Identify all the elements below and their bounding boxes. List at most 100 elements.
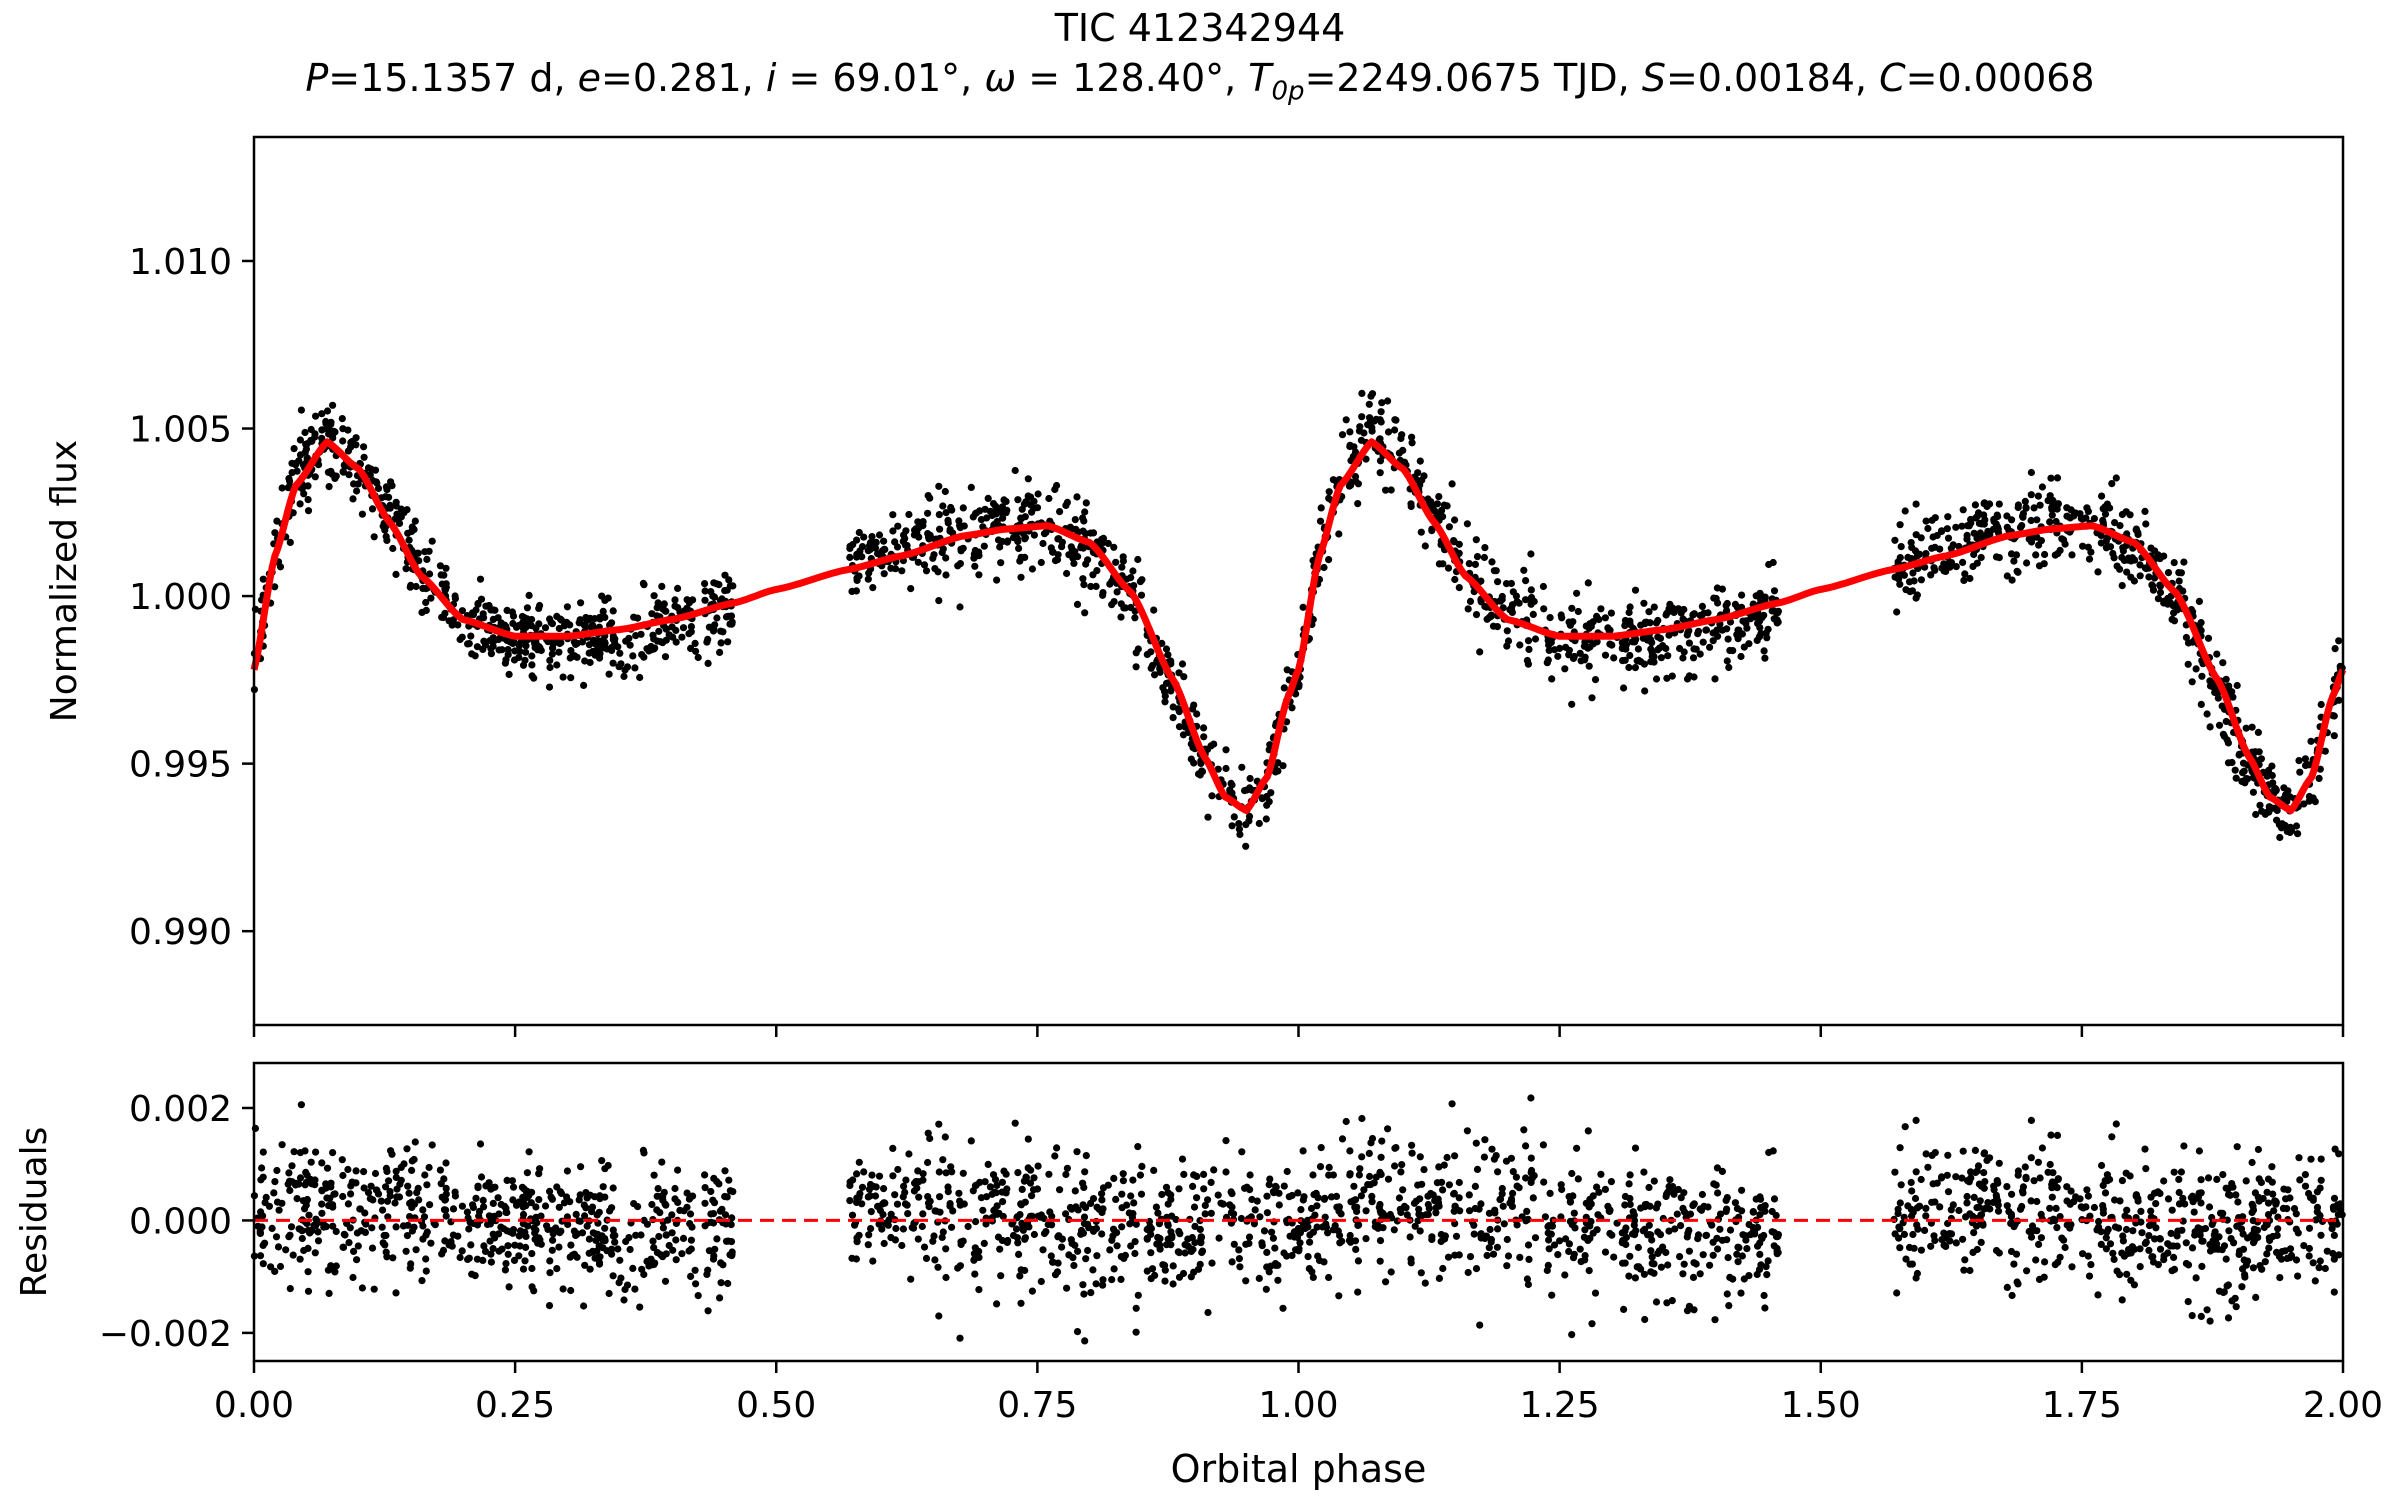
data-point <box>650 635 658 643</box>
residual-point <box>1891 1168 1899 1176</box>
data-point <box>657 603 665 611</box>
residual-point <box>2192 1274 2200 1282</box>
residual-point <box>1513 1182 1521 1190</box>
residual-point <box>307 1158 315 1166</box>
residual-point <box>2198 1237 2206 1245</box>
residual-point <box>865 1231 873 1239</box>
residual-point <box>1198 1248 1206 1257</box>
residual-point <box>1016 1272 1024 1280</box>
data-point <box>1757 613 1766 621</box>
data-point <box>1274 759 1282 767</box>
residual-point <box>654 1185 662 1193</box>
data-point <box>969 513 977 521</box>
data-point <box>2108 480 2116 488</box>
residual-point <box>956 1197 964 1205</box>
data-point <box>971 546 979 555</box>
data-point <box>436 562 444 570</box>
data-point <box>516 638 525 647</box>
data-point <box>2330 732 2338 740</box>
residual-point <box>2224 1314 2233 1322</box>
residual-point <box>473 1255 481 1263</box>
data-point <box>301 428 309 437</box>
residual-point <box>1215 1234 1223 1242</box>
data-point <box>1258 795 1266 803</box>
data-point <box>2248 723 2256 731</box>
residual-point <box>988 1190 996 1198</box>
data-point <box>2098 492 2106 500</box>
residual-point <box>1193 1172 1201 1180</box>
data-point <box>665 631 673 639</box>
data-point <box>658 582 666 591</box>
residual-point <box>441 1196 449 1204</box>
residual-point <box>1037 1277 1045 1286</box>
data-point <box>846 553 854 562</box>
residual-point <box>2034 1158 2042 1166</box>
residual-point <box>1924 1163 1932 1171</box>
residual-point <box>1477 1200 1485 1208</box>
data-point <box>1355 427 1363 435</box>
residual-point <box>1219 1200 1227 1208</box>
residual-point <box>1976 1197 1984 1205</box>
residual-point <box>2019 1183 2027 1191</box>
data-point <box>1637 621 1645 629</box>
data-point <box>599 607 607 616</box>
data-point <box>520 614 528 622</box>
residual-point <box>601 1193 609 1201</box>
residual-point <box>1915 1202 1924 1210</box>
residual-point <box>1631 1231 1639 1239</box>
residual-point <box>1621 1192 1629 1201</box>
residual-point <box>902 1176 910 1184</box>
data-point <box>1718 626 1726 634</box>
residual-point <box>2330 1194 2339 1202</box>
residual-point <box>369 1196 377 1204</box>
residual-point <box>1445 1181 1453 1189</box>
data-point <box>1056 508 1064 516</box>
data-point <box>580 681 588 690</box>
residual-point <box>1353 1207 1361 1215</box>
data-point <box>1024 492 1032 500</box>
residual-point <box>2038 1144 2046 1152</box>
residual-point <box>716 1207 725 1215</box>
residual-point <box>586 1191 594 1199</box>
residual-point <box>2273 1248 2281 1256</box>
data-point <box>1062 501 1070 509</box>
data-point <box>548 650 556 658</box>
residual-point <box>286 1285 294 1293</box>
residual-point <box>1147 1249 1155 1257</box>
data-point <box>2331 645 2339 653</box>
residual-point <box>2219 1171 2227 1179</box>
data-point <box>2232 774 2240 782</box>
residual-point <box>555 1243 563 1251</box>
residual-point <box>1523 1207 1531 1215</box>
residual-point <box>350 1247 358 1255</box>
data-point <box>1657 654 1665 662</box>
data-point <box>1504 637 1513 645</box>
residual-point <box>2106 1175 2114 1184</box>
data-point <box>1662 644 1670 653</box>
data-point <box>259 575 267 583</box>
residual-point <box>2094 1291 2102 1299</box>
residual-point <box>261 1239 269 1247</box>
residual-point <box>971 1270 979 1278</box>
residual-point <box>726 1187 735 1195</box>
data-point <box>1200 733 1208 741</box>
data-point <box>2149 586 2158 594</box>
data-point <box>1685 672 1693 680</box>
residual-point <box>939 1228 947 1236</box>
data-point <box>1631 586 1640 594</box>
residual-point <box>1126 1220 1134 1228</box>
data-point <box>489 615 497 624</box>
residual-point <box>2085 1272 2094 1280</box>
data-point <box>2010 557 2018 565</box>
residual-point <box>864 1241 872 1249</box>
residual-point <box>2028 1222 2037 1230</box>
data-point <box>724 638 732 646</box>
residual-point <box>1127 1242 1135 1250</box>
residual-point <box>325 1289 333 1297</box>
data-point <box>1435 493 1443 501</box>
data-point <box>318 426 326 434</box>
data-point <box>2300 800 2308 808</box>
residual-point <box>485 1179 493 1187</box>
data-point <box>1058 538 1066 546</box>
residual-point <box>1503 1262 1511 1270</box>
